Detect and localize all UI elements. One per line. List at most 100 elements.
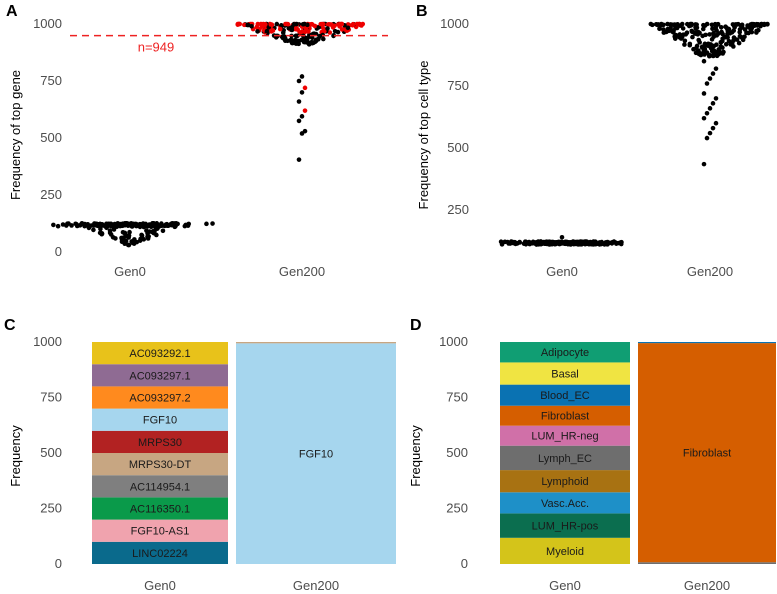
data-point-gen200 [704,110,710,116]
segment-label: AC093297.1 [129,370,190,382]
y-tick-label-d: 250 [446,501,468,516]
data-point-gen200 [356,21,362,27]
data-point-gen200 [695,29,701,35]
data-point-gen200 [299,114,305,119]
data-point-gen200 [698,51,703,56]
data-point-gen200 [713,120,719,126]
data-point-gen0 [131,239,137,244]
data-point-gen0 [498,239,504,245]
data-point-gen0 [108,232,114,237]
data-point-gen200 [711,30,716,36]
data-point-gen200 [677,32,683,37]
data-point-gen200 [701,58,707,64]
bar-segment [92,364,228,387]
data-point-gen200 [726,30,732,35]
data-point-gen200 [713,26,718,32]
data-point-gen0 [107,228,113,233]
data-point-gen200 [736,40,742,46]
data-point-gen200 [672,36,678,41]
data-point-gen200 [690,34,695,40]
data-point-gen200 [317,33,323,39]
data-point-gen0 [156,224,161,230]
data-point-gen200 [687,41,693,47]
data-point-gen0 [572,240,577,246]
data-point-gen0 [517,239,522,245]
data-point-gen0 [114,224,120,230]
data-point-gen200 [731,35,737,40]
data-point-gen200 [274,21,280,27]
data-point-gen0 [204,221,209,227]
data-point-gen200 [305,35,311,40]
data-point-gen200 [718,39,724,45]
bar-segment [236,342,396,344]
data-point-gen0 [556,240,562,246]
data-point-gen200 [742,34,747,40]
data-point-gen200 [306,42,312,47]
data-point-gen0 [91,227,96,233]
bar-segment [500,425,630,446]
data-point-gen0 [551,241,556,247]
data-point-gen200 [296,118,302,124]
data-point-gen200 [327,30,333,35]
data-point-gen200 [255,29,260,34]
data-point-gen200 [707,53,712,59]
panel-letter-b: B [416,3,428,20]
data-point-gen200 [650,22,655,28]
y-tick-label-b: 500 [447,140,469,155]
bar-segment [638,342,776,344]
bar-segment [92,475,228,498]
segment-label: AC093292.1 [129,348,190,360]
segment-label: Adipocyte [541,347,589,359]
data-point-gen0 [618,241,624,247]
data-point-gen200 [664,29,669,35]
data-point-gen0 [186,221,192,227]
data-point-gen200 [700,26,706,32]
data-point-gen200 [299,29,305,34]
data-point-gen0 [567,240,573,246]
segment-label: Lymph_EC [538,453,592,465]
data-point-gen0 [506,241,511,246]
data-point-gen200 [718,44,724,49]
data-point-gen200 [296,157,302,162]
data-point-gen200 [704,81,710,86]
segment-label: FGF10-AS1 [131,526,190,538]
data-point-gen0 [95,223,100,229]
data-point-gen200 [350,23,355,28]
data-point-gen0 [140,223,146,228]
data-point-gen200 [710,53,716,59]
panel-letter-a: A [6,3,18,20]
data-point-gen0 [173,222,179,228]
data-point-gen200 [716,50,722,56]
data-point-gen200 [296,78,302,84]
data-point-gen0 [113,236,118,241]
data-point-gen0 [168,221,174,227]
data-point-gen200 [303,38,309,44]
data-point-gen200 [739,25,745,30]
data-point-gen0 [144,228,149,233]
data-point-gen200 [671,30,676,35]
data-point-gen200 [302,85,308,91]
data-point-gen200 [720,31,725,37]
x-tick-label-a: Gen0 [114,264,146,279]
data-point-gen200 [299,74,305,79]
data-point-gen200 [264,28,270,34]
data-point-gen0 [69,223,74,228]
data-point-gen200 [709,48,715,54]
data-point-gen200 [725,35,730,40]
data-point-gen200 [758,23,763,29]
x-tick-label-b: Gen0 [546,264,578,279]
data-point-gen0 [598,241,604,247]
data-point-gen200 [707,76,713,81]
data-point-gen200 [336,22,341,27]
data-point-gen200 [680,26,686,31]
data-point-gen200 [712,22,718,27]
data-point-gen200 [676,23,681,29]
data-point-gen200 [689,29,695,35]
data-point-gen200 [312,39,318,44]
data-point-gen200 [693,26,699,31]
data-point-gen200 [345,25,351,31]
data-point-gen0 [159,221,164,226]
data-point-gen200 [710,125,716,131]
bar-segment [500,492,630,514]
